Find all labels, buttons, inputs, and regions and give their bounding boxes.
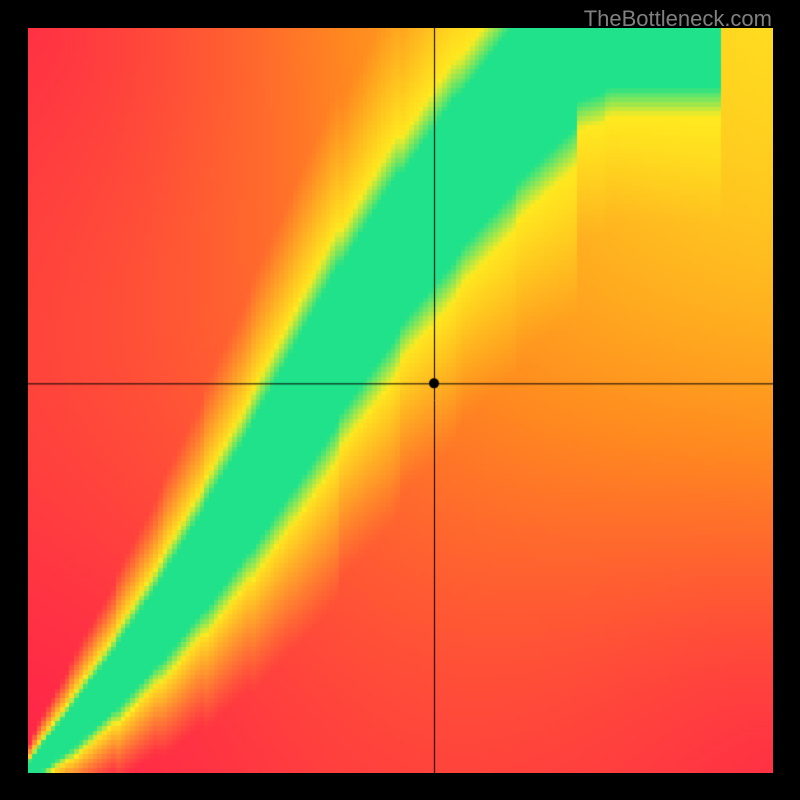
bottleneck-heatmap bbox=[28, 28, 773, 773]
watermark-text: TheBottleneck.com bbox=[584, 6, 772, 32]
